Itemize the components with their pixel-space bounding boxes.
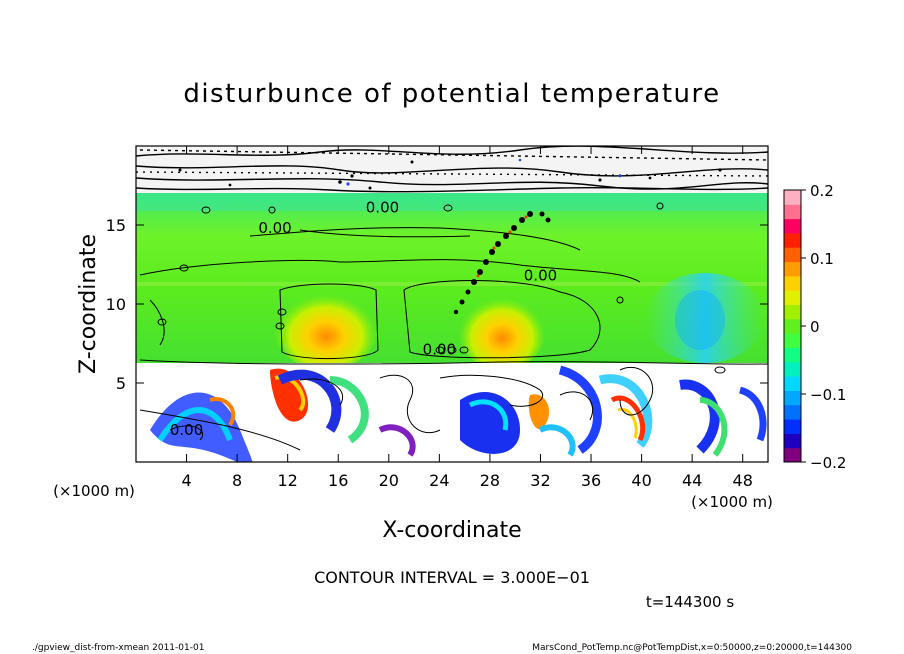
colorbar-cell [784, 347, 801, 363]
x-tick-label: 36 [581, 471, 601, 490]
colorbar-cell [784, 275, 801, 291]
colorbar-tick-label: 0.2 [810, 182, 834, 200]
y-tick-label: 15 [106, 216, 126, 235]
colorbar-cell [784, 232, 801, 248]
colorbar-cell [784, 318, 801, 334]
colorbar-cell [784, 447, 801, 463]
colorbar-cell [784, 290, 801, 306]
colorbar-cell [784, 433, 801, 449]
x-tick-label: 40 [631, 471, 651, 490]
colorbar-cell [784, 376, 801, 391]
contour-label: 0.00 [170, 421, 203, 439]
colorbar-cell [784, 390, 801, 406]
colorbar-cell [784, 333, 801, 348]
colorbar-tick-label: 0 [810, 318, 820, 336]
colorbar-cell [784, 404, 801, 420]
time-text: t=144300 s [646, 593, 734, 611]
colorbar-tick-label: 0.1 [810, 250, 834, 268]
colorbar-cell [784, 361, 801, 377]
heatmap-field: 0.00 0.00 0.00 0.00 0.00 [136, 146, 768, 462]
x-tick-label: 24 [429, 471, 449, 490]
contour-label: 0.00 [258, 219, 291, 237]
colorbar-cell [784, 419, 801, 434]
colorbar-cell [784, 247, 801, 263]
footer-left: ./gpview_dist-from-xmean 2011-01-01 [32, 643, 204, 653]
contour-label: 0.00 [524, 266, 557, 284]
y-tick-label: 5 [116, 374, 126, 393]
y-unit-label: (×1000 m) [53, 482, 135, 500]
x-tick-label: 8 [232, 471, 242, 490]
x-tick-label: 20 [379, 471, 399, 490]
colorbar-cell [784, 304, 801, 320]
cool-anomaly [645, 273, 765, 363]
x-tick-label: 12 [278, 471, 298, 490]
contour-interval-text: CONTOUR INTERVAL = 3.000E−01 [314, 568, 590, 587]
x-axis: 4 8 12 16 20 24 28 32 36 40 44 48 [181, 146, 753, 490]
y-axis: 5 10 15 [106, 216, 768, 393]
x-tick-label: 48 [733, 471, 753, 490]
chart-title: disturbunce of potential temperature [183, 79, 720, 109]
contour-label: 0.00 [366, 198, 399, 216]
colorbar: 0.2 0.1 0 −0.1 −0.2 [783, 182, 846, 472]
colorbar-cell [784, 218, 801, 234]
colorbar-cell [784, 190, 801, 205]
x-tick-label: 44 [682, 471, 702, 490]
y-axis-label: Z-coordinate [76, 234, 101, 374]
contour-label: 0.00 [423, 341, 456, 359]
colorbar-cell [784, 261, 801, 277]
colorbar-cell [784, 204, 801, 220]
x-unit-label: (×1000 m) [691, 493, 773, 511]
x-axis-label: X-coordinate [382, 518, 521, 543]
x-tick-label: 4 [181, 471, 191, 490]
upper-band-contours [136, 146, 768, 193]
x-tick-label: 16 [328, 471, 348, 490]
diagonal-streak [453, 211, 551, 315]
y-tick-label: 10 [106, 295, 126, 314]
colorbar-tick-label: −0.1 [810, 386, 846, 404]
colorbar-tick-label: −0.2 [810, 454, 846, 472]
warm-anomaly-2 [458, 290, 546, 370]
footer-right: MarsCond_PotTemp.nc@PotTempDist,x=0:5000… [532, 643, 852, 653]
x-tick-label: 32 [530, 471, 550, 490]
warm-anomaly-1 [274, 286, 378, 370]
x-tick-label: 28 [480, 471, 500, 490]
